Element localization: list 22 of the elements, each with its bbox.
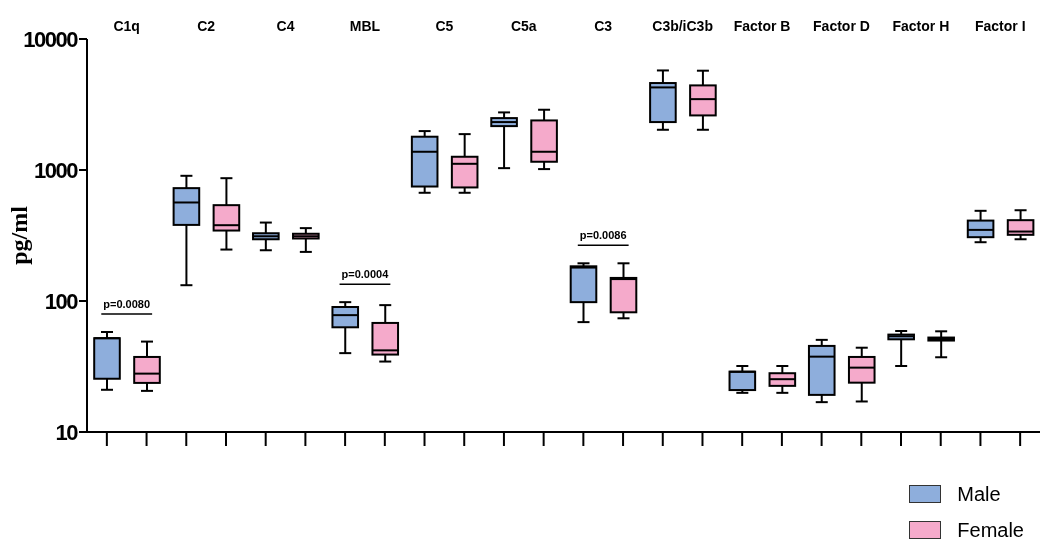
x-tick-label: C2	[197, 18, 216, 34]
x-tick-label: C3b/iC3b	[652, 18, 713, 34]
x-tick-label: Factor I	[975, 18, 1026, 34]
x-tick-label: C5	[435, 18, 454, 34]
y-tick-label: 100	[44, 289, 79, 314]
y-tick-label: 10000	[23, 27, 79, 52]
y-axis-title: pg/ml	[5, 205, 32, 265]
x-tick-label: C3	[594, 18, 613, 34]
legend-label: Male	[957, 482, 1001, 506]
x-tick-label: Factor D	[813, 18, 870, 34]
annotation: p=0.0004	[341, 268, 390, 281]
x-tick-label: Factor B	[733, 18, 791, 34]
x-tick-label: C5a	[510, 18, 537, 34]
y-tick-label: 1000	[34, 158, 79, 183]
x-tick-label: MBL	[349, 18, 381, 34]
x-tick-label: Factor H	[892, 18, 950, 34]
x-tick-label: C4	[276, 18, 295, 34]
annotation: p=0.0080	[103, 297, 151, 310]
legend-label: Female	[957, 518, 1024, 542]
y-tick-label: 10	[55, 420, 79, 445]
x-tick-label: C1q	[113, 18, 140, 34]
annotation: p=0.0086	[579, 229, 627, 242]
